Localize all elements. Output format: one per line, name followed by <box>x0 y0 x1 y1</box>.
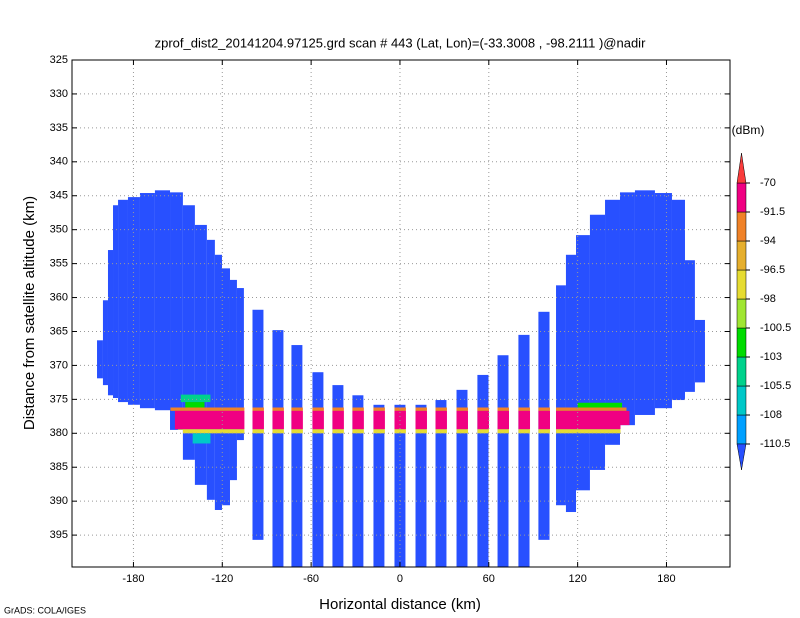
swath-column <box>221 268 230 506</box>
swath-column <box>170 192 183 430</box>
colorbar-label: (dBm) <box>732 123 765 137</box>
swath-column <box>236 288 244 441</box>
x-tick-label: 120 <box>568 573 586 585</box>
swath-column <box>634 190 655 415</box>
colorbar-bin <box>736 327 747 358</box>
swath-column <box>477 374 489 567</box>
y-tick-label: 345 <box>50 190 68 202</box>
swath-column <box>373 404 385 567</box>
swath-column <box>565 254 577 513</box>
x-tick-label: 0 <box>397 573 403 585</box>
colorbar-bin <box>736 414 747 445</box>
x-tick-label: -180 <box>122 573 144 585</box>
cell <box>577 402 623 408</box>
swath-column <box>456 389 468 567</box>
swath-column <box>394 404 406 567</box>
swath-column <box>127 197 140 405</box>
colorbar-tick-label: -96.5 <box>760 264 785 276</box>
y-tick-label: 385 <box>50 461 68 473</box>
colorbar-bin <box>736 269 747 300</box>
cell <box>185 402 205 408</box>
swath-column <box>113 205 119 398</box>
y-tick-label: 325 <box>50 54 68 66</box>
y-tick-label: 380 <box>50 427 68 439</box>
y-tick-label: 360 <box>50 291 68 303</box>
y-tick-label: 330 <box>50 88 68 100</box>
swath-column <box>102 300 108 386</box>
swath-column <box>684 260 695 392</box>
swath-column <box>154 190 171 411</box>
swath-column <box>694 319 705 383</box>
swath-column <box>352 395 364 567</box>
y-tick-label: 355 <box>50 258 68 270</box>
cell <box>177 429 623 434</box>
y-tick-label: 365 <box>50 325 68 337</box>
y-axis-label: Distance from satellite altitude (km) <box>21 196 38 430</box>
colorbar-triangle <box>736 443 747 471</box>
colorbar-bin <box>736 211 747 242</box>
chart-title: zprof_dist2_20141204.97125.grd scan # 44… <box>155 35 646 50</box>
y-tick-label: 350 <box>50 224 68 236</box>
swath-column <box>415 404 427 567</box>
x-axis-label: Horizontal distance (km) <box>319 596 481 613</box>
swath-column <box>518 334 530 567</box>
colorbar-tick-label: -94 <box>760 235 776 247</box>
swath-column <box>619 192 635 426</box>
colorbar-tick-label: -110.5 <box>760 438 790 450</box>
swath-column <box>206 239 215 500</box>
cell <box>174 410 630 430</box>
swath-column <box>139 193 155 409</box>
swath-column <box>291 345 303 567</box>
cell <box>192 433 211 444</box>
x-tick-label: 180 <box>657 573 675 585</box>
swath-column <box>671 199 685 401</box>
cell <box>170 407 627 411</box>
colorbar-tick-label: -70 <box>760 177 776 189</box>
swath-column <box>229 279 237 481</box>
swath-column <box>272 330 284 567</box>
swath-column <box>435 400 447 567</box>
swath-column <box>497 355 509 567</box>
swath-column <box>107 250 114 396</box>
swath-column <box>182 205 195 460</box>
swath-column <box>312 372 324 567</box>
colorbar-triangle <box>736 152 747 184</box>
x-tick-label: -120 <box>211 573 233 585</box>
colorbar-tick-label: -103 <box>760 351 782 363</box>
x-tick-label: 60 <box>483 573 495 585</box>
plot-frame <box>71 59 731 568</box>
swath-column <box>97 340 103 379</box>
y-tick-label: 375 <box>50 393 68 405</box>
colorbar-bin <box>736 240 747 271</box>
swath-column <box>118 199 128 403</box>
colorbar-bin <box>736 356 747 387</box>
swath-column <box>556 285 566 506</box>
y-tick-label: 340 <box>50 156 68 168</box>
colorbar-tick-label: -100.5 <box>760 322 791 334</box>
cell <box>180 394 211 403</box>
colorbar-tick-label: -105.5 <box>760 380 791 392</box>
y-tick-label: 395 <box>50 529 68 541</box>
colorbar-tick-label: -108 <box>760 409 782 421</box>
swath-column <box>194 224 207 485</box>
x-tick-label: -60 <box>303 573 319 585</box>
y-tick-label: 390 <box>50 495 68 507</box>
swath-column <box>654 193 672 409</box>
colorbar-tick-label: -91.5 <box>760 206 785 218</box>
swath-column <box>214 254 222 510</box>
colorbar-bin <box>736 182 747 213</box>
colorbar-bin <box>736 298 747 329</box>
swath-column <box>605 199 620 445</box>
y-tick-label: 335 <box>50 122 68 134</box>
y-tick-label: 370 <box>50 359 68 371</box>
colorbar-bin <box>736 385 747 416</box>
swath-column <box>332 385 344 567</box>
footnote: GrADS: COLA/IGES <box>4 605 86 615</box>
colorbar-tick-label: -98 <box>760 293 776 305</box>
